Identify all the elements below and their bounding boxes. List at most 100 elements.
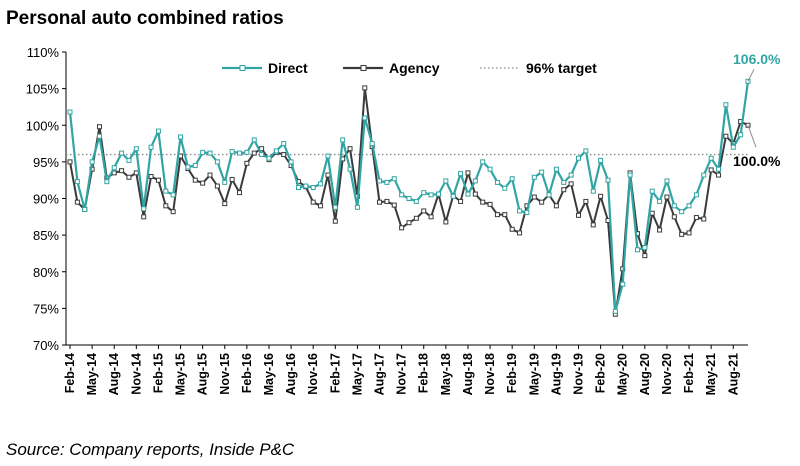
x-tick-label: Aug-18 (461, 353, 475, 395)
annotations: 106.0% 100.0% (733, 51, 781, 169)
agency-data-point (598, 193, 604, 199)
source-note: Source: Company reports, Inside P&C (6, 440, 295, 459)
direct-data-point (200, 149, 206, 155)
agency-data-point (325, 172, 331, 178)
direct-data-point (325, 153, 331, 159)
direct-data-point (369, 141, 375, 147)
direct-data-point (517, 208, 523, 214)
agency-data-point (332, 218, 338, 224)
agency-data-point (237, 190, 242, 196)
agency-data-point (67, 159, 73, 165)
x-tick-label: Feb-19 (505, 353, 519, 393)
agency-data-point (74, 199, 80, 205)
x-tick-label: May-21 (704, 353, 718, 395)
legend-target-label: 96% target (526, 60, 597, 76)
legend-agency-label: Agency (389, 60, 440, 76)
agency-data-point (583, 198, 589, 204)
direct-data-point (377, 178, 383, 184)
agency-data-point (590, 222, 596, 228)
x-tick-label: Aug-15 (196, 353, 210, 395)
direct-data-point (657, 198, 663, 204)
y-tick-label: 80% (33, 265, 59, 280)
direct-data-point (163, 188, 169, 194)
agency-data-point (362, 85, 368, 91)
agency-annotation-leader (747, 125, 757, 148)
legend-direct-label: Direct (268, 60, 308, 76)
direct-data-point (686, 203, 692, 209)
x-tick-label: May-14 (85, 353, 99, 395)
direct-data-point (649, 188, 655, 194)
direct-data-point (487, 166, 493, 172)
agency-data-point (701, 216, 707, 222)
agency-data-point (642, 253, 648, 259)
axes: 70% 75% 80% 85% 90% 95% 100% 105% 110% Feb-14 May-… (26, 45, 748, 395)
y-tick-label: 70% (33, 338, 59, 353)
x-tick-label: May-16 (262, 353, 276, 395)
direct-data-point (148, 144, 154, 150)
y-tick-label: 105% (26, 82, 60, 97)
agency-data-point (200, 180, 206, 186)
direct-data-point (693, 192, 699, 198)
direct-data-point (192, 163, 198, 169)
direct-data-point (384, 179, 390, 185)
direct-data-point (583, 148, 589, 154)
x-tick-label: Aug-19 (549, 353, 563, 395)
agency-data-point (502, 212, 508, 218)
direct-data-point (74, 179, 80, 185)
agency-data-point (657, 227, 663, 233)
agency-data-point (472, 191, 478, 197)
y-tick-label: 110% (27, 45, 60, 60)
x-tick-label: Aug-14 (107, 353, 121, 395)
agency-data-point (723, 133, 729, 139)
agency-data-point (163, 203, 169, 209)
agency-data-point (347, 146, 353, 152)
direct-data-point (708, 155, 714, 161)
x-tick-label: May-19 (527, 353, 541, 395)
agency-data-point (229, 176, 235, 182)
agency-data-point (244, 160, 250, 166)
agency-data-point (192, 177, 198, 183)
agency-data-point (487, 201, 493, 207)
agency-data-point (155, 177, 161, 183)
direct-data-point (539, 169, 545, 175)
agency-data-point (170, 209, 176, 215)
agency-data-point (421, 208, 427, 214)
agency-data-point (406, 220, 412, 226)
direct-data-point (546, 192, 552, 198)
agency-data-point (222, 201, 228, 207)
direct-data-point (207, 150, 213, 156)
x-tick-label: Feb-20 (594, 353, 608, 393)
agency-data-point (214, 183, 220, 189)
x-tick-label: May-18 (439, 353, 453, 395)
agency-end-value-label: 100.0% (733, 153, 781, 169)
direct-data-point (671, 203, 677, 209)
direct-data-point (251, 137, 257, 143)
x-tick-label: Aug-17 (373, 353, 387, 395)
agency-data-point (391, 202, 397, 208)
direct-data-point (141, 206, 147, 212)
agency-data-point (531, 194, 537, 200)
agency-data-point (568, 181, 574, 187)
direct-data-point (126, 157, 132, 163)
direct-data-point (701, 172, 707, 178)
direct-data-point (738, 132, 744, 138)
direct-annotation-leader (747, 69, 755, 82)
direct-data-point (413, 198, 419, 204)
direct-data-point (354, 204, 360, 210)
direct-data-point (178, 134, 184, 140)
x-tick-label: Aug-21 (726, 353, 740, 395)
direct-data-point (568, 172, 574, 178)
legend-direct-marker (239, 65, 246, 71)
direct-data-point (67, 109, 73, 115)
direct-data-point (237, 150, 242, 156)
agency-data-point (119, 168, 125, 174)
direct-data-point (170, 192, 176, 198)
direct-data-point (443, 178, 449, 184)
x-tick-label: Feb-15 (151, 353, 165, 393)
legend: Direct Agency 96% target (222, 60, 597, 76)
agency-data-point (141, 214, 147, 220)
direct-data-point (605, 177, 611, 183)
x-tick-label: Nov-17 (395, 353, 409, 395)
agency-data-point (671, 214, 677, 220)
